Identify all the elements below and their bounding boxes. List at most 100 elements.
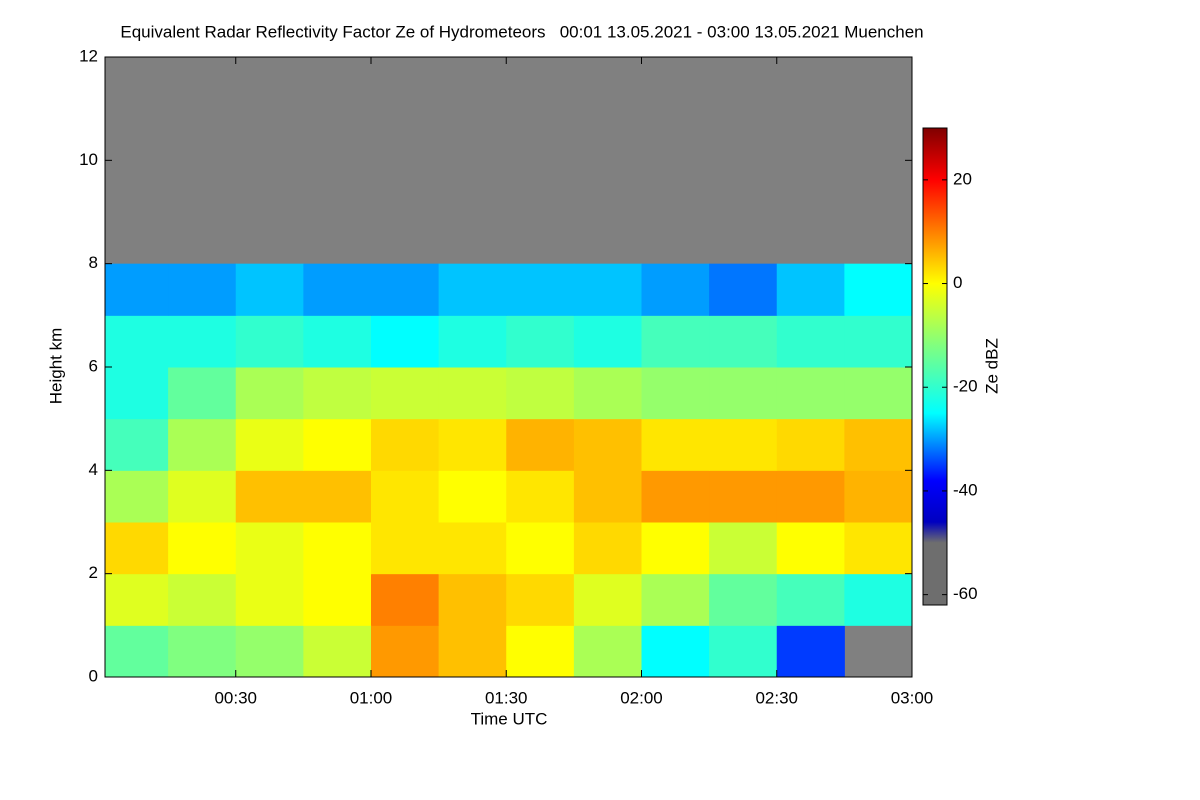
x-tick-label: 02:00 bbox=[620, 688, 663, 707]
heatmap-cell bbox=[776, 625, 845, 678]
colorbar-tick-label: 20 bbox=[953, 169, 972, 188]
heatmap-cell bbox=[235, 470, 304, 523]
y-tick-label: 12 bbox=[79, 46, 98, 65]
y-tick-label: 4 bbox=[89, 460, 98, 479]
y-tick-label: 0 bbox=[89, 666, 98, 685]
heatmap-cell bbox=[168, 367, 237, 420]
heatmap-cell bbox=[303, 522, 372, 575]
heatmap-cell bbox=[168, 263, 237, 316]
heatmap-cell bbox=[168, 315, 237, 368]
heatmap-cell bbox=[303, 367, 372, 420]
colorbar-label: Ze dBZ bbox=[982, 338, 1001, 394]
heatmap-cell bbox=[844, 418, 913, 471]
heatmap-cell bbox=[641, 522, 710, 575]
heatmap-cell bbox=[844, 573, 913, 626]
heatmap-cell bbox=[573, 418, 642, 471]
heatmap-cell bbox=[776, 315, 845, 368]
heatmap-cell bbox=[303, 315, 372, 368]
heatmap-cell bbox=[438, 418, 507, 471]
heatmap-cell bbox=[776, 263, 845, 316]
heatmap-cell bbox=[303, 625, 372, 678]
heatmap-cell bbox=[303, 573, 372, 626]
x-tick-label: 01:30 bbox=[485, 688, 528, 707]
heatmap-cell bbox=[438, 573, 507, 626]
heatmap-cell bbox=[168, 418, 237, 471]
heatmap-cell bbox=[168, 470, 237, 523]
heatmap-cell bbox=[506, 418, 575, 471]
heatmap-cell bbox=[105, 522, 169, 575]
heatmap-cell bbox=[438, 367, 507, 420]
heatmap-cell bbox=[370, 418, 440, 471]
heatmap-cell bbox=[709, 625, 778, 678]
heatmap-cell bbox=[370, 522, 440, 575]
heatmap-cell bbox=[506, 263, 575, 316]
heatmap-cell bbox=[168, 522, 237, 575]
heatmap-cell bbox=[168, 625, 237, 678]
heatmap-cell bbox=[235, 315, 304, 368]
heatmap-cell bbox=[776, 367, 845, 420]
colorbar-tick-label: 0 bbox=[953, 273, 962, 292]
heatmap-cell bbox=[506, 573, 575, 626]
heatmap-cell bbox=[235, 625, 304, 678]
heatmap-cell bbox=[709, 418, 778, 471]
heatmap-cell bbox=[303, 418, 372, 471]
heatmap-cell bbox=[370, 573, 440, 626]
heatmap-cell bbox=[573, 470, 642, 523]
heatmap-cell bbox=[105, 573, 169, 626]
heatmap-cell bbox=[506, 367, 575, 420]
heatmap-cell bbox=[641, 573, 710, 626]
heatmap-cell bbox=[844, 367, 913, 420]
heatmap-cell bbox=[438, 522, 507, 575]
y-tick-label: 10 bbox=[79, 150, 98, 169]
heatmap-cell bbox=[370, 625, 440, 678]
heatmap-cell bbox=[641, 418, 710, 471]
colorbar-tick-label: -20 bbox=[953, 377, 978, 396]
x-tick-label: 02:30 bbox=[755, 688, 798, 707]
heatmap-cell bbox=[776, 470, 845, 523]
heatmap-cell bbox=[105, 418, 169, 471]
y-tick-label: 6 bbox=[89, 356, 98, 375]
x-axis-label: Time UTC bbox=[471, 709, 548, 728]
heatmap-cell bbox=[709, 315, 778, 368]
heatmap-cell bbox=[370, 315, 440, 368]
heatmap-cell bbox=[370, 470, 440, 523]
heatmap-cell bbox=[506, 625, 575, 678]
heatmap-cell bbox=[438, 263, 507, 316]
heatmap-cell bbox=[235, 367, 304, 420]
heatmap-cell bbox=[709, 470, 778, 523]
y-tick-label: 2 bbox=[89, 563, 98, 582]
heatmap-cell bbox=[641, 263, 710, 316]
heatmap-cell bbox=[573, 367, 642, 420]
heatmap-cell bbox=[641, 315, 710, 368]
heatmap-cell bbox=[709, 367, 778, 420]
heatmap-cell bbox=[641, 367, 710, 420]
heatmap-cell bbox=[573, 315, 642, 368]
heatmap-cell bbox=[709, 263, 778, 316]
heatmap-cell bbox=[844, 315, 913, 368]
heatmap-cell bbox=[709, 522, 778, 575]
y-tick-label: 8 bbox=[89, 253, 98, 272]
heatmap-cell bbox=[438, 625, 507, 678]
heatmap-cell bbox=[573, 263, 642, 316]
heatmap-cell bbox=[506, 470, 575, 523]
heatmap-cell bbox=[506, 315, 575, 368]
heatmap-cell bbox=[235, 573, 304, 626]
heatmap-cell bbox=[776, 573, 845, 626]
heatmap-cell bbox=[235, 522, 304, 575]
heatmap-cell bbox=[438, 470, 507, 523]
heatmap-cell bbox=[105, 367, 169, 420]
y-axis-label: Height km bbox=[46, 328, 65, 405]
heatmap-cell bbox=[709, 573, 778, 626]
colorbar-tick-label: -60 bbox=[953, 584, 978, 603]
heatmap-cell bbox=[370, 367, 440, 420]
heatmap-cell bbox=[573, 625, 642, 678]
x-tick-label: 00:30 bbox=[214, 688, 257, 707]
chart-title: Equivalent Radar Reflectivity Factor Ze … bbox=[120, 22, 923, 41]
heatmap-cell bbox=[105, 315, 169, 368]
heatmap-cell bbox=[776, 418, 845, 471]
heatmap-cell bbox=[506, 522, 575, 575]
heatmap-cell bbox=[641, 470, 710, 523]
heatmap-cell bbox=[844, 470, 913, 523]
colorbar bbox=[922, 127, 948, 606]
heatmap-cell bbox=[303, 470, 372, 523]
